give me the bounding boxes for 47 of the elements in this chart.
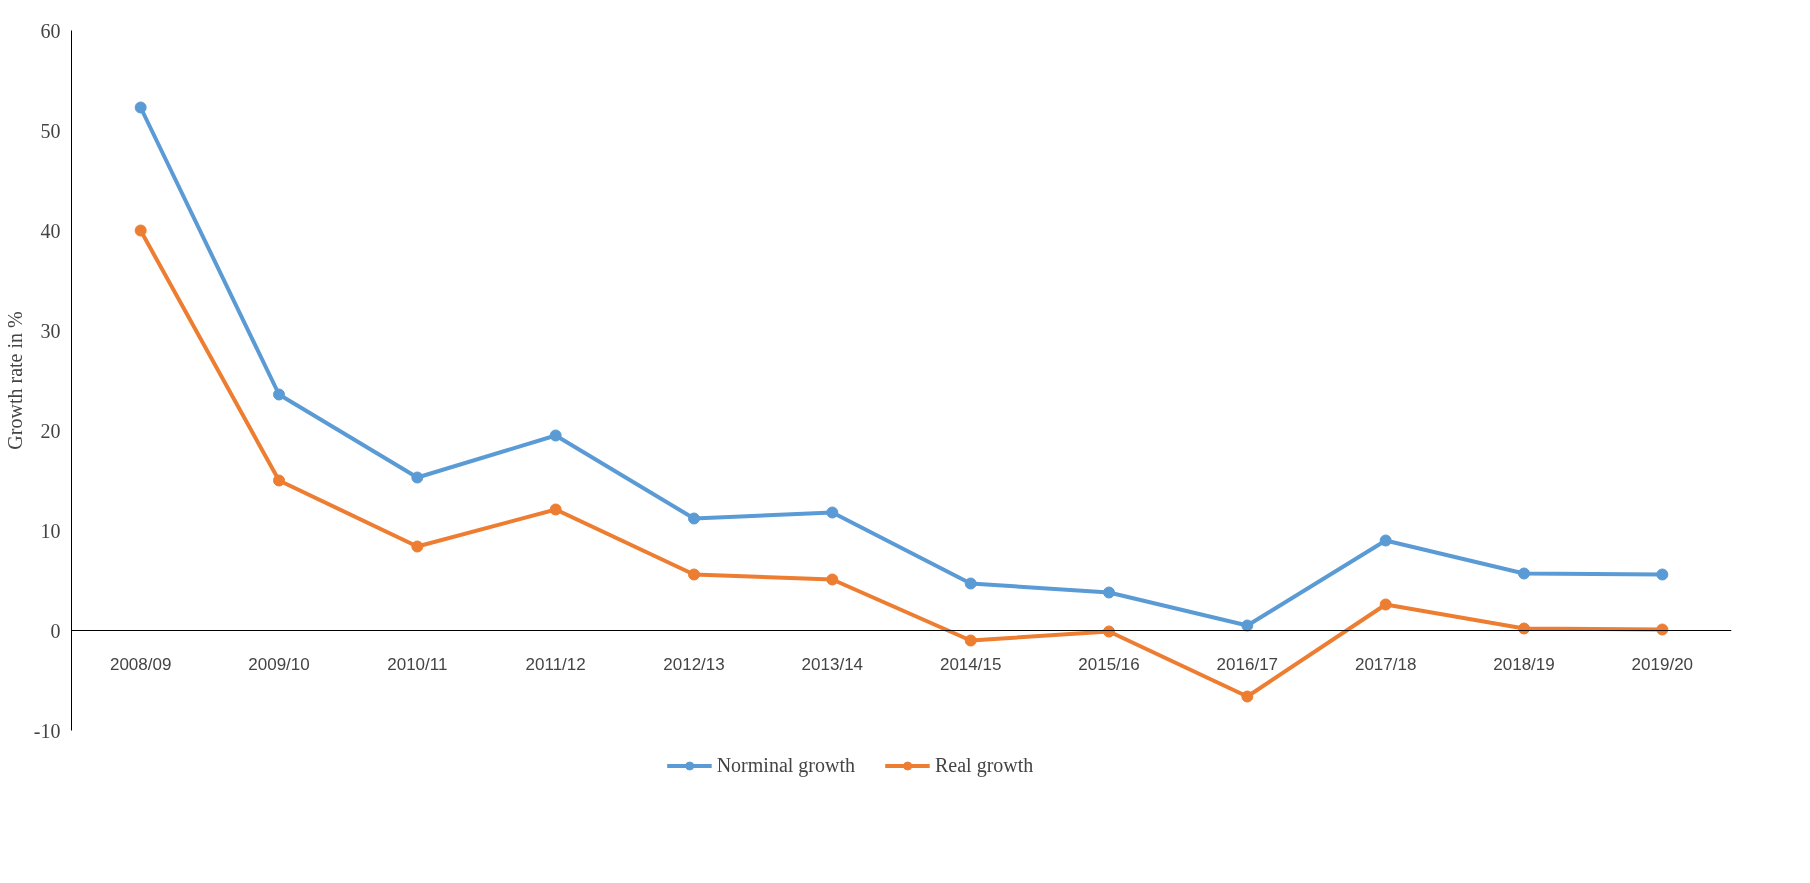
y-tick-label: 0 <box>50 619 61 642</box>
point <box>1379 598 1392 611</box>
point <box>826 506 839 519</box>
x-tick-label: 2015/16 <box>1078 654 1140 674</box>
x-tick-label: 2009/10 <box>248 654 310 674</box>
y-axis-title: Growth rate in % <box>3 311 26 450</box>
y-tick-label: 40 <box>40 219 61 242</box>
point <box>411 540 424 553</box>
point <box>1103 625 1115 638</box>
point <box>1518 567 1530 580</box>
x-tick-label: 2012/13 <box>663 654 725 674</box>
y-tick-label: 60 <box>40 19 61 42</box>
x-tick-label: 2016/17 <box>1216 654 1279 674</box>
y-tick-label: 10 <box>40 519 61 542</box>
point <box>411 471 424 484</box>
point <box>688 512 700 525</box>
y-tick-label: -10 <box>33 719 61 742</box>
point <box>1103 586 1115 599</box>
point <box>134 101 147 114</box>
x-tick-label: 2011/12 <box>525 654 586 674</box>
point <box>964 634 977 647</box>
x-tick-label: 2008/09 <box>109 654 172 674</box>
x-tick-label: 2013/14 <box>801 654 864 674</box>
x-tick-label: 2018/19 <box>1493 654 1555 674</box>
legend-label: Real growth <box>934 753 1034 777</box>
point <box>826 573 839 586</box>
x-tick-label: 2014/15 <box>939 654 1002 674</box>
y-tick-label: 30 <box>40 319 61 342</box>
point <box>964 577 977 590</box>
legend-label: Norminal growth <box>716 753 855 777</box>
x-tick-label: 2010/11 <box>387 654 448 674</box>
point <box>1241 690 1254 703</box>
point <box>134 224 147 237</box>
x-tick-label: 2017/18 <box>1354 654 1417 674</box>
point <box>1379 534 1392 547</box>
point <box>1656 568 1669 581</box>
point <box>1518 622 1530 635</box>
y-tick-label: 50 <box>40 119 61 142</box>
point <box>273 474 285 487</box>
point <box>549 429 562 442</box>
x-tick-label: 2019/20 <box>1631 654 1694 674</box>
point <box>1241 619 1254 632</box>
point <box>688 568 700 581</box>
point <box>273 388 285 401</box>
point <box>1656 623 1669 636</box>
point <box>549 503 562 516</box>
y-tick-label: 20 <box>40 419 61 442</box>
